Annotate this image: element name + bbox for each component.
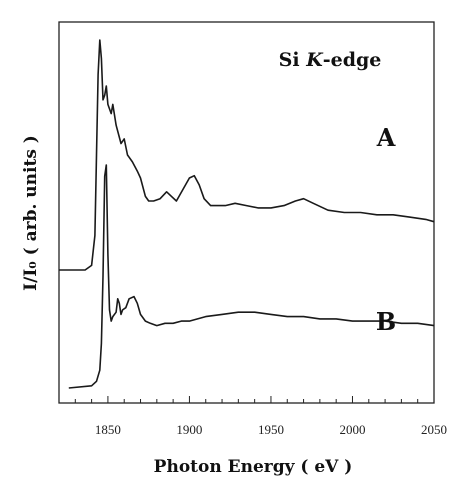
x-axis-title: Photon Energy ( eV ): [154, 457, 353, 477]
plot-frame: [58, 21, 435, 404]
series-line-b: [68, 164, 435, 389]
x-axis-ticks: 1850 1900 1950 2000 2050: [74, 396, 447, 437]
x-tick-label: 1850: [95, 422, 121, 437]
series-line-a: [59, 39, 435, 271]
curve-b-label: B: [376, 307, 396, 336]
x-tick-label: 1950: [258, 422, 284, 437]
x-tick-label: 2000: [339, 422, 365, 437]
x-tick-label: 1900: [176, 422, 202, 437]
curves: [59, 39, 435, 389]
x-tick-label: 2050: [421, 422, 447, 437]
edge-label: Si K-edge: [279, 49, 382, 71]
curve-a-label: A: [376, 123, 396, 152]
y-axis-title: I/I₀ ( arb. units ): [21, 135, 41, 291]
